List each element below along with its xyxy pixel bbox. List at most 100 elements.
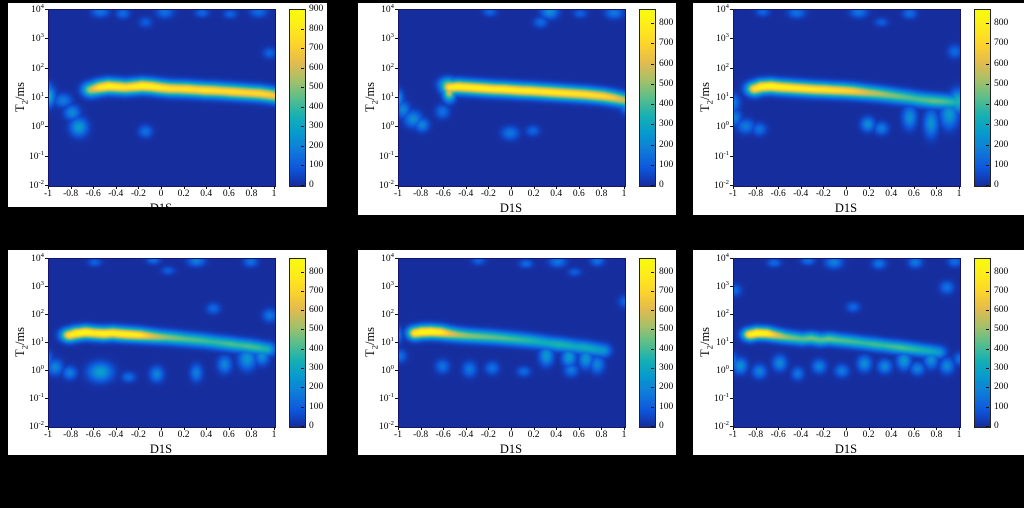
x-tick-mark bbox=[161, 186, 162, 189]
y-tick-label: 100 bbox=[381, 363, 394, 377]
colorbar-tick-mark bbox=[986, 406, 989, 408]
x-tick-mark bbox=[398, 186, 399, 189]
colorbar-tick-label: 700 bbox=[994, 285, 1009, 296]
exponent: 1 bbox=[390, 335, 394, 343]
x-tick-mark bbox=[800, 427, 802, 430]
y-tick-label: 10-1 bbox=[713, 149, 729, 162]
colorbar-tick-mark bbox=[651, 43, 654, 45]
colorbar-tick-mark bbox=[651, 290, 654, 292]
x-tick-mark bbox=[733, 186, 734, 189]
x-tick-label: 0.2 bbox=[177, 189, 190, 199]
colorbar-tick-mark bbox=[651, 144, 654, 146]
x-tick-mark bbox=[868, 186, 870, 189]
colorbar-tick-mark bbox=[301, 368, 304, 370]
y-tick-label: 10-1 bbox=[28, 391, 44, 405]
colorbar-tick-mark bbox=[301, 271, 304, 273]
x-axis-label: D1S bbox=[48, 201, 274, 207]
colorbar-tick-mark bbox=[301, 28, 304, 30]
x-tick-label: 0 bbox=[843, 189, 849, 199]
x-tick-mark bbox=[488, 427, 490, 430]
x-tick-mark bbox=[733, 427, 734, 430]
y-tick-mark bbox=[730, 398, 733, 399]
colorbar-tick-mark bbox=[986, 164, 989, 166]
colorbar-tick-label: 100 bbox=[994, 401, 1009, 412]
colorbar-tick-mark bbox=[301, 48, 304, 50]
colorbar-canvas bbox=[639, 258, 656, 428]
y-tick-label: 103 bbox=[381, 279, 394, 293]
x-tick-label: -0.2 bbox=[815, 189, 831, 199]
x-tick-label: 0 bbox=[158, 430, 164, 440]
exponent: -2 bbox=[723, 178, 729, 186]
y-tick-mark bbox=[395, 126, 398, 128]
x-tick-mark bbox=[578, 427, 580, 430]
colorbar-tick-label: 100 bbox=[994, 159, 1009, 170]
colorbar-tick-label: 600 bbox=[659, 58, 674, 69]
x-tick-label: 0.2 bbox=[527, 189, 540, 199]
colorbar-tick-label: 400 bbox=[309, 101, 324, 112]
x-tick-label: -0.8 bbox=[413, 189, 429, 199]
x-tick-label: -0.6 bbox=[770, 430, 786, 440]
y-tick-label: 104 bbox=[716, 3, 729, 16]
y-tick-mark bbox=[730, 9, 733, 10]
colorbar-tick-mark bbox=[301, 310, 304, 312]
x-tick-mark bbox=[70, 186, 72, 189]
exponent: 4 bbox=[40, 251, 44, 259]
y-tick-label: 10-2 bbox=[378, 178, 394, 192]
colorbar-tick-label: 0 bbox=[994, 421, 999, 431]
exponent: 2 bbox=[725, 61, 729, 69]
colorbar-tick-label: 0 bbox=[309, 421, 314, 431]
x-tick-mark bbox=[755, 427, 757, 430]
x-tick-mark bbox=[936, 186, 938, 189]
x-tick-label: 0.4 bbox=[885, 189, 898, 199]
y-tick-mark bbox=[45, 67, 48, 69]
y-tick-label: 103 bbox=[381, 32, 394, 45]
x-tick-mark bbox=[443, 427, 445, 430]
x-tick-mark bbox=[274, 427, 275, 430]
y-tick-mark bbox=[45, 126, 48, 128]
colorbar-tick-mark bbox=[651, 104, 654, 106]
exponent: -1 bbox=[38, 391, 44, 399]
y-tick-mark bbox=[45, 342, 48, 343]
colorbar-tick-mark bbox=[986, 104, 989, 106]
colorbar-tick-label: 500 bbox=[994, 78, 1009, 89]
y-tick-mark bbox=[45, 155, 48, 157]
colorbar-tick-mark bbox=[301, 406, 304, 408]
colorbar-tick-mark bbox=[301, 87, 304, 89]
y-tick-label: 10-1 bbox=[28, 149, 44, 162]
x-axis-label: D1S bbox=[834, 201, 858, 215]
exponent: 2 bbox=[725, 307, 729, 315]
x-tick-label: 1 bbox=[956, 430, 962, 440]
exponent: -2 bbox=[388, 178, 394, 186]
x-tick-mark bbox=[488, 186, 490, 189]
colorbar-tick-mark bbox=[986, 124, 989, 126]
exponent: 3 bbox=[725, 32, 729, 40]
x-tick-label: -0.2 bbox=[130, 430, 146, 440]
x-tick-label: 0.2 bbox=[177, 430, 190, 440]
y-tick-label: 101 bbox=[31, 335, 44, 349]
colorbar-tick-label: 400 bbox=[309, 343, 324, 354]
colorbar-tick-mark bbox=[651, 83, 654, 85]
y-tick-mark bbox=[730, 370, 733, 371]
x-tick-mark bbox=[578, 186, 580, 189]
colorbar-tick-label: 600 bbox=[309, 305, 324, 316]
x-tick-mark bbox=[823, 186, 825, 189]
y-tick-mark bbox=[730, 342, 733, 343]
heatmap-canvas bbox=[48, 258, 276, 428]
colorbar-canvas bbox=[289, 9, 306, 187]
x-tick-label: 1 bbox=[271, 189, 277, 199]
panel-d: T2/ms 104 103 102 101 100 10-1 10-2 -1 -0.8 -0.6 -0… bbox=[8, 250, 327, 455]
x-tick-label: 1 bbox=[271, 430, 277, 440]
exponent: 0 bbox=[390, 363, 394, 371]
colorbar-tick-label: 700 bbox=[309, 43, 324, 54]
y-tick-label: 10-2 bbox=[713, 178, 729, 192]
x-tick-mark bbox=[823, 427, 825, 430]
y-tick-label: 104 bbox=[381, 3, 394, 16]
x-tick-mark bbox=[533, 186, 535, 189]
exponent: -2 bbox=[388, 419, 394, 427]
colorbar-tick-label: 300 bbox=[309, 363, 324, 374]
exponent: 4 bbox=[725, 251, 729, 259]
exponent: -1 bbox=[723, 391, 729, 399]
x-tick-mark bbox=[778, 186, 780, 189]
colorbar-tick-label: 100 bbox=[309, 160, 324, 171]
x-tick-mark bbox=[251, 186, 253, 189]
